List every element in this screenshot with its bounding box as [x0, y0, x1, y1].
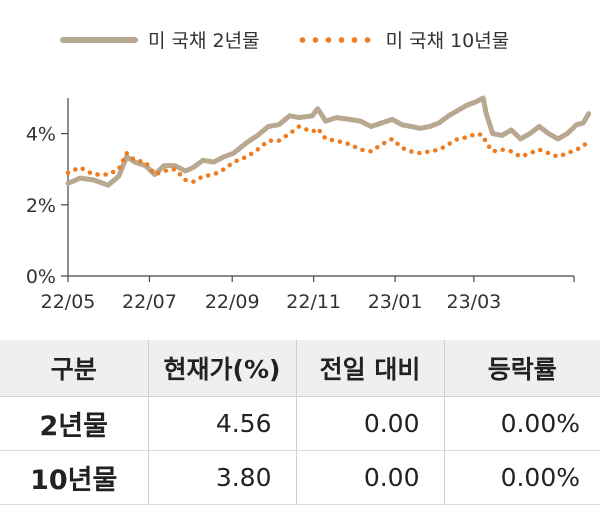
- series-line-10y: [68, 127, 589, 182]
- header-price: 현재가(%): [148, 340, 296, 397]
- table-header-row: 구분 현재가(%) 전일 대비 등락률: [0, 340, 600, 397]
- header-category: 구분: [0, 340, 148, 397]
- x-tick-label: 22/11: [286, 291, 341, 313]
- x-ticks: 22/05 22/07 22/09 22/11 23/01 23/03: [41, 276, 574, 313]
- row-rate: 0.00%: [444, 397, 600, 451]
- series-line-2y: [68, 98, 589, 185]
- y-ticks: 0% 2% 4%: [26, 124, 68, 288]
- legend-item-2y: 미 국채 2년물: [60, 26, 260, 53]
- table-row: 2년물 4.56 0.00 0.00%: [0, 397, 600, 451]
- y-tick-label: 4%: [26, 124, 56, 146]
- legend-item-10y: 미 국채 10년물: [296, 26, 510, 53]
- x-tick-label: 23/01: [368, 291, 423, 313]
- x-tick-label: 22/09: [205, 291, 260, 313]
- x-tick-label: 22/07: [122, 291, 177, 313]
- legend-label-2y: 미 국채 2년물: [148, 26, 260, 53]
- y-tick-label: 0%: [26, 266, 56, 288]
- legend-solid-swatch: [60, 37, 138, 43]
- y-tick-label: 2%: [26, 195, 56, 217]
- row-price: 4.56: [148, 397, 296, 451]
- series-layer: [68, 98, 589, 185]
- chart-axes: [68, 98, 574, 276]
- row-label: 2년물: [0, 397, 148, 451]
- header-change: 전일 대비: [296, 340, 444, 397]
- table-row: 10년물 3.80 0.00 0.00%: [0, 451, 600, 505]
- row-label: 10년물: [0, 451, 148, 505]
- legend-dotted-swatch: [296, 37, 374, 43]
- x-tick-label: 23/03: [446, 291, 501, 313]
- row-change: 0.00: [296, 451, 444, 505]
- x-tick-label: 22/05: [41, 291, 96, 313]
- quote-table: 구분 현재가(%) 전일 대비 등락률 2년물 4.56 0.00 0.00% …: [0, 340, 600, 505]
- row-rate: 0.00%: [444, 451, 600, 505]
- row-change: 0.00: [296, 397, 444, 451]
- row-price: 3.80: [148, 451, 296, 505]
- chart-legend: 미 국채 2년물 미 국채 10년물: [60, 26, 545, 53]
- header-rate: 등락률: [444, 340, 600, 397]
- legend-label-10y: 미 국채 10년물: [386, 26, 510, 53]
